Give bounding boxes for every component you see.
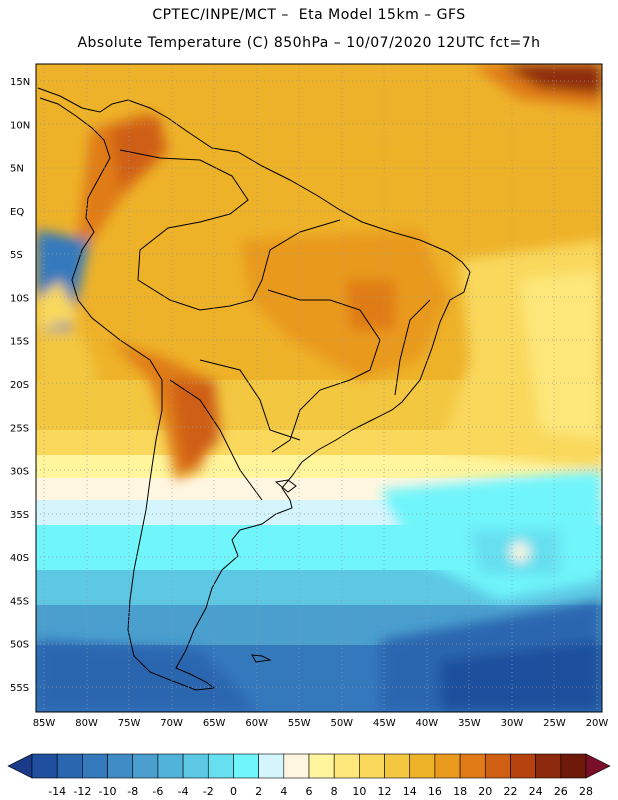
colorbar <box>7 753 611 779</box>
colorbar-low-arrow <box>7 753 33 779</box>
colorbar-tick-label: -6 <box>152 785 163 798</box>
colorbar-swatch <box>56 753 83 779</box>
colorbar-tick-label: -2 <box>203 785 214 798</box>
colorbar-tick-label: 8 <box>331 785 338 798</box>
colorbar-swatch <box>510 753 536 779</box>
colorbar-tick-label: 2 <box>255 785 262 798</box>
lat-label: 45S <box>10 596 29 607</box>
lon-label: 45W <box>373 718 396 729</box>
lon-label: 35W <box>458 718 481 729</box>
colorbar-tick-label: -4 <box>178 785 189 798</box>
colorbar-tick-label: -10 <box>99 785 117 798</box>
colorbar-tick-label: -8 <box>127 785 138 798</box>
colorbar-tick-label: -14 <box>48 785 66 798</box>
colorbar-swatch <box>207 753 234 779</box>
colorbar-swatch <box>182 753 209 779</box>
lon-label: 80W <box>75 718 98 729</box>
lat-label: EQ <box>10 207 24 218</box>
lon-label: 65W <box>203 718 226 729</box>
lat-label: 35S <box>10 510 29 521</box>
lat-label: 15S <box>10 337 29 348</box>
colorbar-tick-label: 22 <box>503 785 517 798</box>
colorbar-swatch <box>434 753 461 779</box>
colorbar-tick-label: 20 <box>478 785 492 798</box>
colorbar-tick-label: 6 <box>306 785 313 798</box>
lon-label: 70W <box>160 718 183 729</box>
colorbar-swatch <box>459 753 486 779</box>
lon-label: 20W <box>586 718 609 729</box>
lat-label: 30S <box>10 467 29 478</box>
colorbar-swatch <box>82 753 108 779</box>
colorbar-tick-label: 12 <box>378 785 392 798</box>
colorbar-swatch <box>333 753 360 779</box>
lat-label: 40S <box>10 553 29 564</box>
lon-label: 40W <box>416 718 439 729</box>
colorbar-swatch <box>560 753 587 779</box>
colorbar-swatch <box>258 753 285 779</box>
lat-label: 15N <box>10 77 30 88</box>
colorbar-swatch <box>484 753 511 779</box>
chart-title-line1: CPTEC/INPE/MCT – Eta Model 15km – GFS <box>152 7 466 23</box>
longitude-labels: 85W 80W 75W 70W 65W 60W 55W 50W 45W 40W 35W 30W 25W 2… <box>33 718 609 729</box>
colorbar-tick-label: 26 <box>554 785 568 798</box>
lat-label: 10N <box>10 120 30 131</box>
lon-label: 75W <box>118 718 141 729</box>
colorbar-swatch <box>409 753 436 779</box>
colorbar-swatch <box>535 753 562 779</box>
colorbar-tick-label: 4 <box>280 785 287 798</box>
colorbar-tick-label: 0 <box>230 785 237 798</box>
colorbar-tick-label: 16 <box>428 785 442 798</box>
lon-label: 85W <box>33 718 56 729</box>
coastlines <box>37 87 471 691</box>
colorbar-swatch <box>384 753 411 779</box>
colorbar-swatch <box>283 753 310 779</box>
lon-label: 50W <box>330 718 353 729</box>
colorbar-swatch <box>359 753 385 779</box>
lon-label: 25W <box>543 718 566 729</box>
colorbar-high-arrow <box>585 753 611 779</box>
colorbar-swatch <box>31 753 58 779</box>
lat-label: 5N <box>10 164 24 175</box>
colorbar-swatch <box>132 753 159 779</box>
lat-label: 5S <box>10 250 23 261</box>
temperature-field <box>36 64 602 712</box>
colorbar-tick-label: -12 <box>73 785 91 798</box>
colorbar-tick-label: 24 <box>529 785 543 798</box>
colorbar-tick-label: 28 <box>579 785 593 798</box>
lon-label: 55W <box>288 718 311 729</box>
map-border <box>35 63 603 713</box>
colorbar-swatch <box>233 753 259 779</box>
colorbar-labels: -14 -12 -10 -8 -6 -4 -2 0 2 4 6 8 10 12 14 16 18 20 22 24 26… <box>48 785 593 798</box>
lat-label: 20S <box>10 380 29 391</box>
colorbar-tick-label: 18 <box>453 785 467 798</box>
lat-label: 55S <box>10 683 29 694</box>
colorbar-swatch <box>308 753 335 779</box>
chart-title-line2: Absolute Temperature (C) 850hPa – 10/07/… <box>77 35 541 51</box>
latitude-labels: 15N 10N 5N EQ 5S 10S 15S 20S 25S 30S 35S 40S 45S 50S 5… <box>10 77 30 694</box>
colorbar-tick-label: 10 <box>352 785 366 798</box>
lon-label: 30W <box>501 718 524 729</box>
lat-label: 10S <box>10 293 29 304</box>
colorbar-swatch <box>157 753 184 779</box>
lon-label: 60W <box>245 718 268 729</box>
lat-label: 50S <box>10 640 29 651</box>
lat-lon-grid <box>36 64 602 712</box>
colorbar-swatch <box>107 753 134 779</box>
colorbar-tick-label: 14 <box>403 785 417 798</box>
lat-label: 25S <box>10 423 29 434</box>
